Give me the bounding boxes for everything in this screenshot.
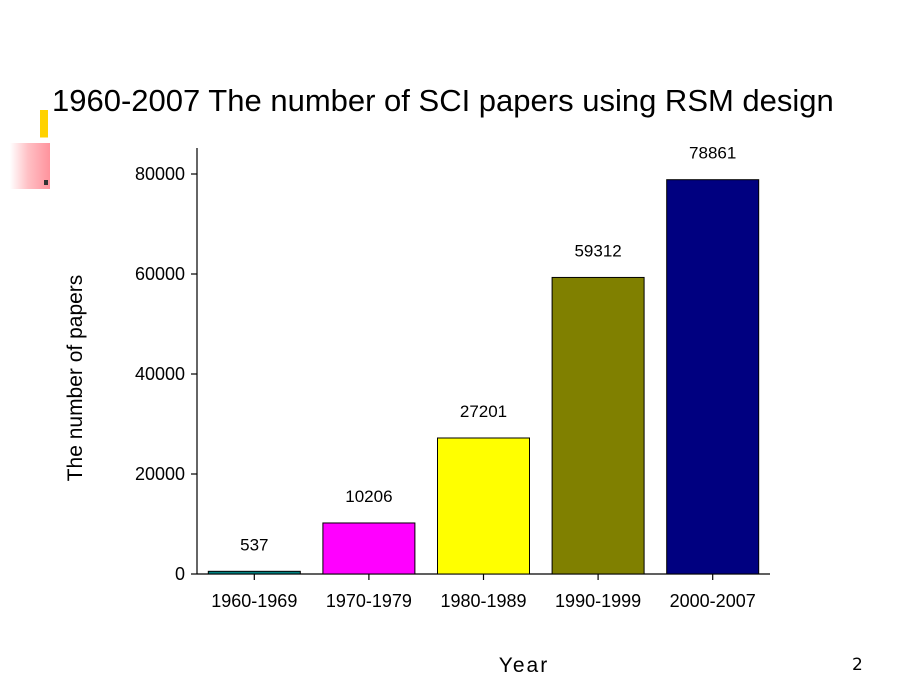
y-tick-label: 60000 [135,264,185,284]
x-tick-label: 1980-1989 [440,591,526,611]
y-tick-label: 80000 [135,164,185,184]
bar-value-label: 27201 [460,402,507,421]
x-tick-label: 2000-2007 [670,591,756,611]
accent-square-decoration [10,143,50,189]
bar [666,179,760,575]
bar [551,276,645,575]
bar-value-label: 78861 [689,144,736,163]
bar-value-label: 537 [240,535,268,554]
y-tick-label: 20000 [135,464,185,484]
bar [322,522,416,575]
bar-value-label: 59312 [574,241,621,260]
bar [207,570,301,575]
bar [437,437,530,575]
y-axis-title: The number of papers [64,275,87,482]
y-tick-label: 40000 [135,364,185,384]
x-tick-label: 1990-1999 [555,591,641,611]
bullet-dot-decoration [44,180,48,185]
bar-value-label: 10206 [345,487,392,506]
x-axis-title: Year [499,654,549,677]
chart-title: 1960-2007 The number of SCI papers using… [52,83,834,118]
x-tick-label: 1960-1969 [211,591,297,611]
x-tick-label: 1970-1979 [326,591,412,611]
y-tick-label: 0 [175,564,185,584]
page-number: 2 [852,655,863,675]
